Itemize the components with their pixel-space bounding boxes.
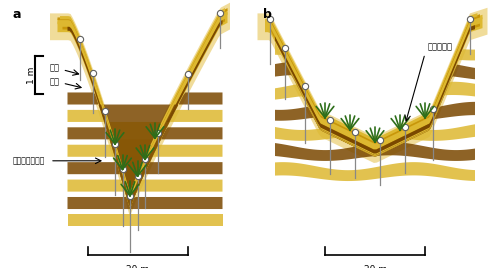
Text: 20 m: 20 m <box>126 265 149 268</box>
Polygon shape <box>62 19 225 205</box>
Polygon shape <box>275 124 475 156</box>
Polygon shape <box>68 110 222 208</box>
Polygon shape <box>58 12 228 207</box>
Polygon shape <box>68 20 222 207</box>
Polygon shape <box>68 162 222 208</box>
Polygon shape <box>68 180 222 208</box>
Polygon shape <box>58 8 228 195</box>
Text: a: a <box>12 8 21 21</box>
Polygon shape <box>68 197 222 209</box>
Polygon shape <box>265 15 482 146</box>
Polygon shape <box>275 162 475 181</box>
Polygon shape <box>275 143 475 161</box>
Text: 現在の土壌: 現在の土壌 <box>428 42 452 51</box>
Polygon shape <box>275 42 475 156</box>
Text: 1 m: 1 m <box>27 66 36 84</box>
Polygon shape <box>270 24 480 152</box>
Polygon shape <box>270 13 478 142</box>
Polygon shape <box>68 127 222 208</box>
Polygon shape <box>275 82 475 156</box>
Polygon shape <box>275 25 475 154</box>
Text: 砂層: 砂層 <box>50 64 60 73</box>
Polygon shape <box>58 9 228 199</box>
Polygon shape <box>50 3 230 216</box>
Polygon shape <box>275 102 475 156</box>
Text: 20 m: 20 m <box>364 265 386 268</box>
Text: b: b <box>262 8 272 21</box>
Polygon shape <box>275 62 475 156</box>
Polygon shape <box>258 8 488 163</box>
Polygon shape <box>60 8 225 193</box>
Polygon shape <box>68 92 222 208</box>
Polygon shape <box>268 14 480 144</box>
Text: ビーチの堆積物: ビーチの堆積物 <box>12 156 45 165</box>
Polygon shape <box>265 17 482 155</box>
Text: 土壌: 土壌 <box>50 77 60 86</box>
Polygon shape <box>68 145 222 208</box>
Polygon shape <box>68 214 222 226</box>
